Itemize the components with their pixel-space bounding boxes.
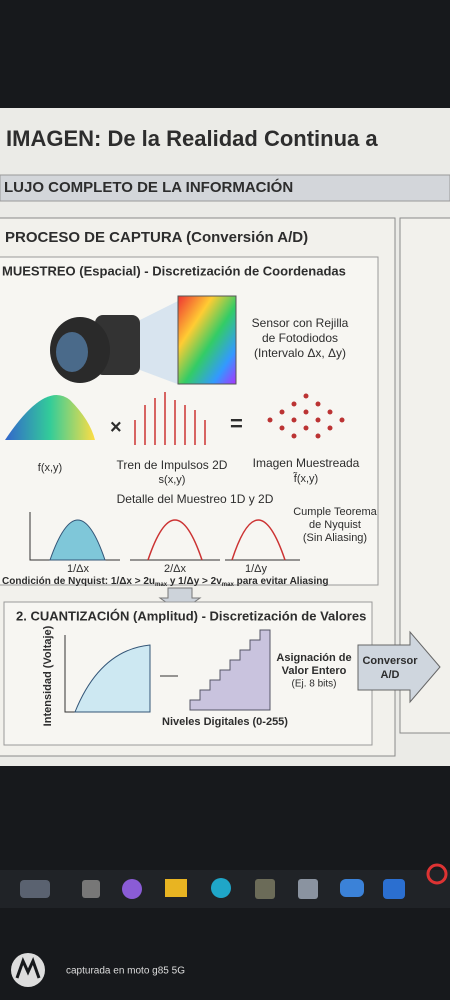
impulse-label: s(x,y) bbox=[159, 474, 186, 486]
freq-label: 1/Δy bbox=[245, 563, 268, 575]
watermark-logo bbox=[11, 953, 45, 987]
capture-title: PROCESO DE CAPTURA (Conversión A/D) bbox=[5, 229, 308, 246]
nyquist-note: de Nyquist bbox=[309, 519, 361, 531]
sensor-label: (Intervalo Δx, Δy) bbox=[254, 346, 346, 360]
sampling-title: MUESTREO (Espacial) - Discretización de … bbox=[2, 263, 346, 278]
levels-label: Niveles Digitales (0-255) bbox=[162, 716, 288, 728]
signal-surface bbox=[5, 395, 95, 440]
nyquist-note: Cumple Teorema bbox=[293, 506, 377, 518]
spectrum bbox=[49, 519, 106, 561]
title: IMAGEN: De la Realidad Continua a bbox=[6, 126, 378, 151]
taskbar-icons bbox=[20, 863, 448, 899]
analog-curve bbox=[74, 644, 151, 713]
detail-title: Detalle del Muestreo 1D y 2D bbox=[117, 492, 274, 506]
freq-label: 1/Δx bbox=[67, 563, 90, 575]
sampled-label: f̃(x,y) bbox=[293, 472, 319, 485]
y-axis-label: Intensidad (Voltaje) bbox=[42, 625, 54, 726]
sampled-dots bbox=[267, 393, 345, 439]
icon[interactable] bbox=[255, 879, 275, 899]
spectrum bbox=[147, 519, 203, 561]
sensor-label: de Fotodiodos bbox=[262, 331, 338, 345]
assign-label: Asignación de bbox=[276, 652, 351, 664]
converter-arrow bbox=[357, 630, 441, 704]
sampled-label: Imagen Muestreada bbox=[253, 456, 360, 470]
sensor-grid bbox=[177, 295, 237, 385]
subtitle: LUJO COMPLETO DE LA INFORMACIÓN bbox=[4, 178, 293, 196]
impulse-train bbox=[134, 392, 206, 445]
converter-label: Conversor bbox=[362, 655, 418, 667]
nyquist-condition: Condición de Nyquist: 1/Δx > 2umax y 1/Δ… bbox=[2, 576, 328, 588]
impulse-label: Tren de Impulsos 2D bbox=[117, 458, 228, 472]
nyquist-note: (Sin Aliasing) bbox=[303, 532, 367, 544]
icon[interactable] bbox=[20, 880, 50, 898]
times-sign: × bbox=[110, 416, 122, 438]
quantized-steps bbox=[189, 629, 271, 711]
icon[interactable] bbox=[298, 879, 318, 899]
icon[interactable] bbox=[122, 879, 142, 899]
converter-label: A/D bbox=[381, 669, 400, 681]
assign-label: Valor Entero bbox=[282, 665, 347, 677]
camera bbox=[50, 300, 180, 385]
subtitle-bar bbox=[0, 174, 450, 202]
icon[interactable] bbox=[82, 880, 100, 898]
quantization-title: 2. CUANTIZACIÓN (Amplitud) - Discretizac… bbox=[16, 608, 366, 623]
assign-label: (Ej. 8 bits) bbox=[291, 679, 336, 690]
icon[interactable] bbox=[211, 878, 231, 898]
icon[interactable] bbox=[383, 879, 405, 899]
freq-label: 2/Δx bbox=[164, 563, 187, 575]
sensor-label: Sensor con Rejilla bbox=[252, 316, 349, 330]
signal-label: f(x,y) bbox=[38, 462, 62, 474]
watermark-caption: capturada en moto g85 5G bbox=[66, 966, 185, 977]
equals-sign: = bbox=[230, 411, 243, 436]
spectrum bbox=[231, 519, 286, 561]
icon[interactable] bbox=[165, 879, 187, 897]
icon[interactable] bbox=[426, 863, 448, 885]
icon[interactable] bbox=[340, 879, 364, 897]
